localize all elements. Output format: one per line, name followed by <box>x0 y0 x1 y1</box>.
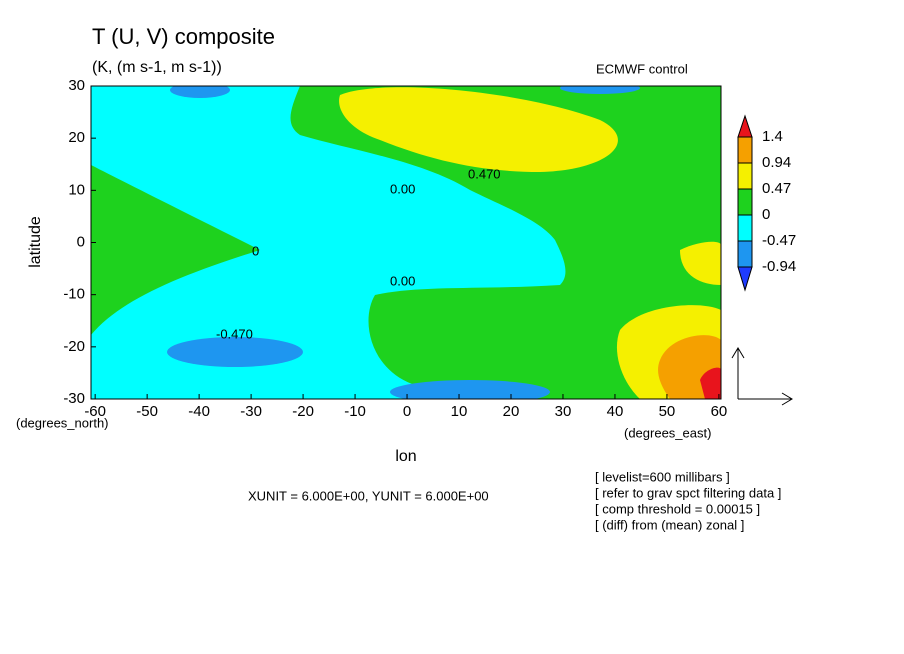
colorbar-box <box>737 188 753 216</box>
x-tick-label: -40 <box>188 403 210 420</box>
y-axis-label: latitude <box>27 216 44 268</box>
colorbar-box <box>737 162 753 190</box>
colorbar-label: 0.94 <box>762 154 791 171</box>
contour-label: 0.00 <box>390 181 415 196</box>
colorbar-label: -0.94 <box>762 258 796 275</box>
chart-subtitle: (K, (m s-1, m s-1)) <box>92 59 222 76</box>
x-tick-label: 30 <box>555 403 572 420</box>
contour-label: 0.470 <box>468 166 501 181</box>
x-tick-label: -50 <box>136 403 158 420</box>
y-tick-label: 20 <box>68 129 85 146</box>
colorbar-label: 1.4 <box>762 128 783 145</box>
colorbar-label: 0 <box>762 206 770 223</box>
x-tick-label: -10 <box>344 403 366 420</box>
colorbar-label: -0.47 <box>762 232 796 249</box>
source: ECMWF control <box>596 61 688 76</box>
contour-fill <box>91 86 721 399</box>
axes: -60 -50 -40 -30 -20 -10 0 10 20 30 40 50 60 -30 -20 -10… <box>63 77 727 420</box>
colorbar: -0.94 -0.47 0 0.47 0.94 1.4 <box>737 114 796 292</box>
note: [ levelist=600 millibars ] <box>595 469 730 484</box>
y-tick-label: -30 <box>63 390 85 407</box>
colorbar-box <box>737 136 753 164</box>
y-tick-label: 30 <box>68 77 85 94</box>
x-tick-label: -60 <box>84 403 106 420</box>
colorbar-label: 0.47 <box>762 180 791 197</box>
x-tick-label: 60 <box>711 403 728 420</box>
x-tick-label: 40 <box>607 403 624 420</box>
note: [ comp threshold = 0.00015 ] <box>595 501 760 516</box>
y-unit: (degrees_north) <box>16 415 109 430</box>
vector-scale: XUNIT = 6.000E+00, YUNIT = 6.000E+00 <box>248 488 489 503</box>
colorbar-end <box>737 266 753 292</box>
chart-title: T (U, V) composite <box>92 24 275 49</box>
y-tick-label: -10 <box>63 286 85 303</box>
note: [ (diff) from (mean) zonal ] <box>595 517 744 532</box>
x-tick-label: 20 <box>503 403 520 420</box>
x-tick-label: 50 <box>659 403 676 420</box>
note: [ refer to grav spct filtering data ] <box>595 485 781 500</box>
x-unit: (degrees_east) <box>624 425 711 440</box>
contour-label: 0 <box>252 243 259 258</box>
contour-label: -0.470 <box>216 326 253 341</box>
reference-vector <box>731 347 793 406</box>
x-tick-label: -30 <box>240 403 262 420</box>
x-tick-label: 10 <box>451 403 468 420</box>
colorbar-box <box>737 240 753 268</box>
x-tick-label: -20 <box>292 403 314 420</box>
contour-label: 0.00 <box>390 273 415 288</box>
colorbar-box <box>737 214 753 242</box>
x-tick-label: 0 <box>403 403 411 420</box>
y-tick-label: -20 <box>63 338 85 355</box>
x-axis-label: lon <box>395 448 416 465</box>
colorbar-end <box>737 114 753 138</box>
y-tick-label: 10 <box>68 181 85 198</box>
y-tick-label: 0 <box>77 233 85 250</box>
